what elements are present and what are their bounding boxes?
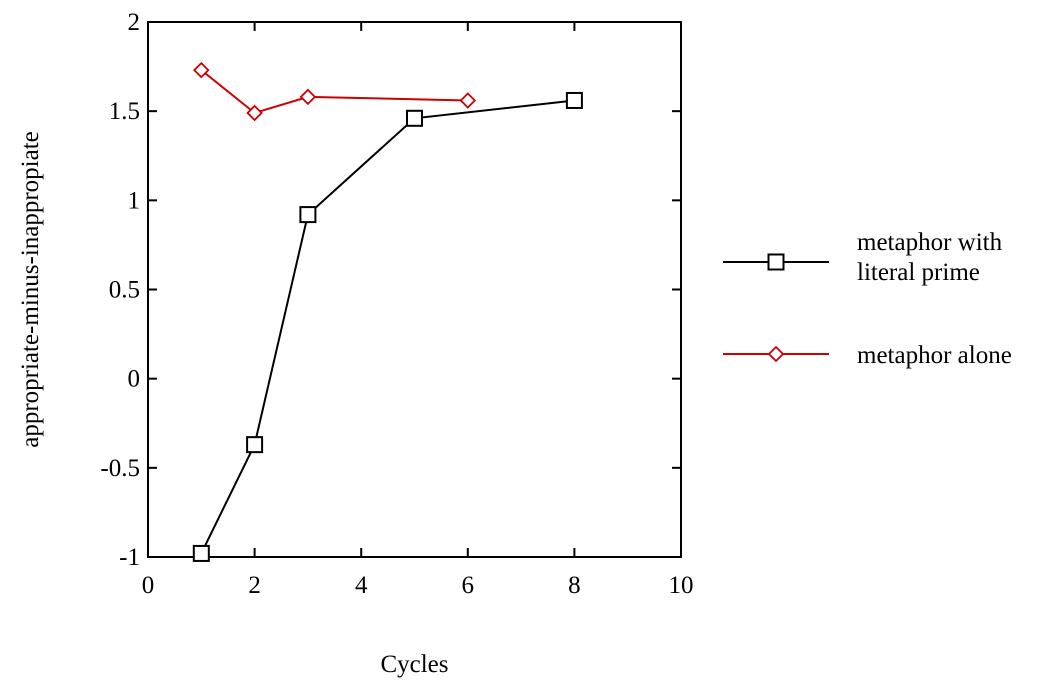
- series-line: [200, 99, 575, 554]
- series-metaphor-alone: [193, 61, 477, 122]
- x-axis-title: Cycles: [380, 651, 448, 678]
- data-point: [193, 61, 210, 79]
- x-tick-label: 4: [355, 572, 368, 599]
- data-point: [459, 92, 477, 109]
- legend-item: metaphor alone: [723, 342, 1012, 369]
- y-tick-label: 1: [128, 187, 141, 214]
- x-tick-label: 6: [462, 572, 475, 599]
- data-point: [246, 104, 263, 122]
- legend-item: metaphor with literal prime: [723, 229, 1003, 286]
- legend-label: literal prime: [857, 259, 980, 286]
- series-line: [200, 69, 468, 115]
- x-tick-label: 10: [669, 572, 694, 599]
- legend-label: metaphor alone: [857, 342, 1012, 369]
- y-axis: -1 -0.5 0 0.5 1 1.5 2: [100, 9, 681, 571]
- x-tick-label: 2: [248, 572, 261, 599]
- y-tick-label: -0.5: [100, 455, 140, 482]
- data-point: [246, 436, 264, 454]
- data-point: [192, 544, 210, 562]
- plot-frame: [147, 21, 682, 558]
- y-tick-label: 0: [128, 366, 141, 393]
- data-point: [299, 88, 317, 106]
- x-tick-label: 0: [142, 572, 155, 599]
- x-axis: 0 2 4 6 8 10: [142, 22, 694, 599]
- plot-border: [147, 21, 682, 558]
- series-layer: [192, 61, 583, 562]
- data-point: [299, 206, 317, 224]
- x-tick-label: 8: [568, 572, 581, 599]
- data-point: [565, 91, 583, 109]
- legend-label: metaphor with: [857, 229, 1003, 256]
- data-point: [406, 109, 423, 127]
- y-tick-label: 0.5: [109, 277, 140, 304]
- legend-swatch-marker: [767, 345, 785, 363]
- y-tick-label: -1: [119, 544, 140, 571]
- y-tick-label: 2: [128, 9, 141, 36]
- legend: metaphor with literal prime metaphor alone: [723, 229, 1012, 369]
- y-axis-title: appropriate-minus-inappropiate: [17, 131, 44, 448]
- y-tick-label: 1.5: [109, 98, 140, 125]
- series-metaphor-with-literal-prime: [192, 91, 583, 562]
- legend-swatch-marker: [767, 253, 785, 271]
